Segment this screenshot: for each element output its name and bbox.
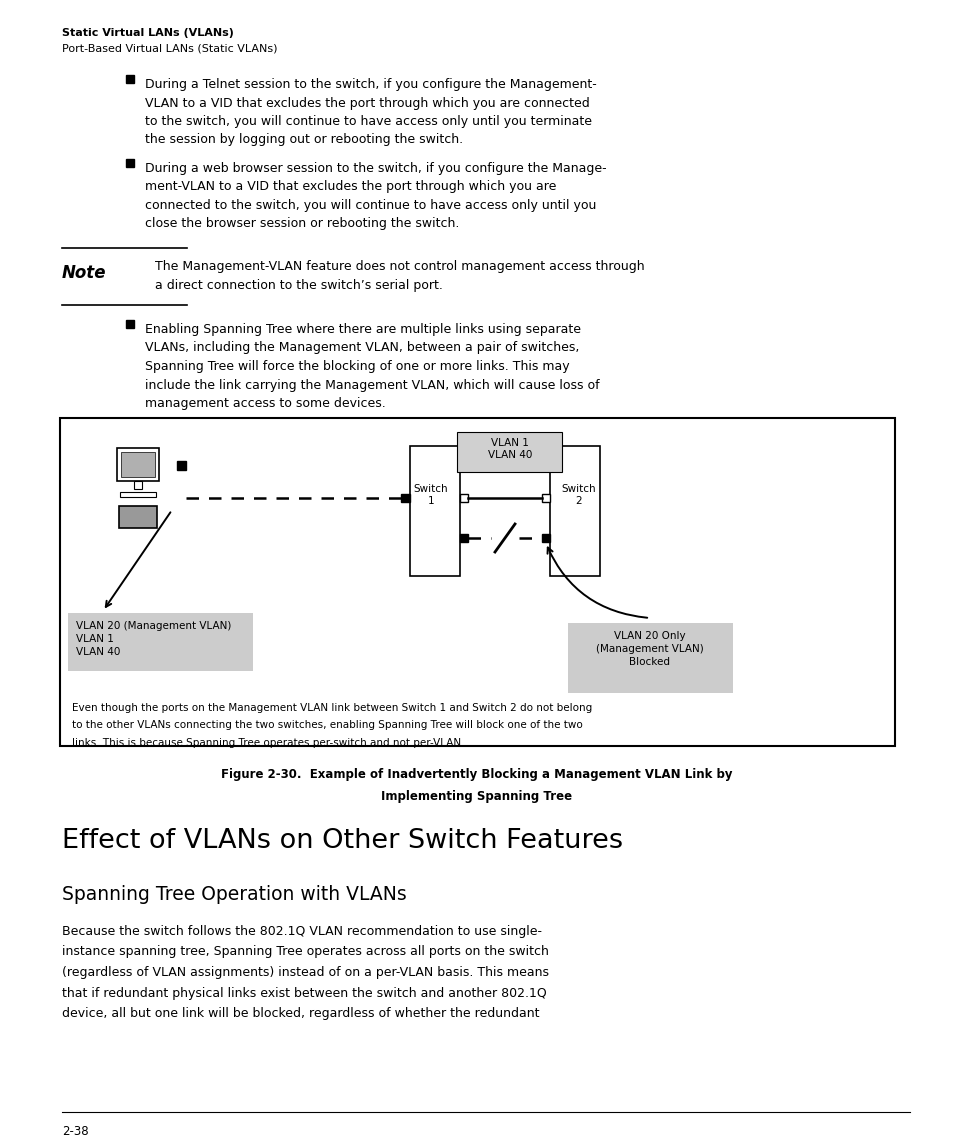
Text: instance spanning tree, Spanning Tree operates across all ports on the switch: instance spanning tree, Spanning Tree op… (62, 946, 548, 958)
Text: close the browser session or rebooting the switch.: close the browser session or rebooting t… (145, 218, 459, 230)
Text: (regardless of VLAN assignments) instead of on a per-VLAN basis. This means: (regardless of VLAN assignments) instead… (62, 966, 548, 979)
Text: VLAN 1
VLAN 40: VLAN 1 VLAN 40 (487, 439, 532, 460)
Bar (117, 448, 159, 481)
Bar (541, 534, 550, 543)
Bar (177, 461, 186, 471)
Text: Port-Based Virtual LANs (Static VLANs): Port-Based Virtual LANs (Static VLANs) (62, 44, 277, 54)
Text: Note: Note (62, 264, 107, 282)
Text: to the switch, you will continue to have access only until you terminate: to the switch, you will continue to have… (145, 114, 592, 128)
Text: Effect of VLANs on Other Switch Features: Effect of VLANs on Other Switch Features (62, 828, 622, 854)
Bar (120, 492, 156, 497)
Text: Implementing Spanning Tree: Implementing Spanning Tree (381, 790, 572, 803)
Text: to the other VLANs connecting the two switches, enabling Spanning Tree will bloc: to the other VLANs connecting the two sw… (71, 720, 582, 731)
Text: ment-VLAN to a VID that excludes the port through which you are: ment-VLAN to a VID that excludes the por… (145, 181, 556, 194)
Text: connected to the switch, you will continue to have access only until you: connected to the switch, you will contin… (145, 199, 596, 212)
Text: links. This is because Spanning Tree operates per-switch and not per-VLAN.: links. This is because Spanning Tree ope… (71, 739, 464, 748)
Bar (126, 76, 133, 82)
Text: that if redundant physical links exist between the switch and another 802.1Q: that if redundant physical links exist b… (62, 987, 546, 1000)
Text: include the link carrying the Management VLAN, which will cause loss of: include the link carrying the Management… (145, 379, 599, 392)
Text: Even though the ports on the Management VLAN link between Switch 1 and Switch 2 : Even though the ports on the Management … (71, 703, 592, 713)
Text: Because the switch follows the 802.1Q VLAN recommendation to use single-: Because the switch follows the 802.1Q VL… (62, 925, 541, 938)
Bar (459, 493, 468, 503)
Text: VLAN 20 (Management VLAN)
VLAN 1
VLAN 40: VLAN 20 (Management VLAN) VLAN 1 VLAN 40 (76, 621, 232, 657)
Text: The Management-VLAN feature does not control management access through: The Management-VLAN feature does not con… (154, 260, 644, 273)
Bar (457, 432, 562, 472)
Text: management access to some devices.: management access to some devices. (145, 397, 385, 410)
Text: During a web browser session to the switch, if you configure the Manage-: During a web browser session to the swit… (145, 161, 606, 175)
Text: During a Telnet session to the switch, if you configure the Management-: During a Telnet session to the switch, i… (145, 78, 597, 90)
Bar (68, 613, 253, 671)
Bar (567, 623, 732, 693)
Text: Switch
1: Switch 1 (414, 484, 448, 506)
Text: Switch
2: Switch 2 (561, 484, 596, 506)
Text: Figure 2-30.  Example of Inadvertently Blocking a Management VLAN Link by: Figure 2-30. Example of Inadvertently Bl… (221, 768, 732, 781)
Text: 2-38: 2-38 (62, 1126, 89, 1138)
Bar (410, 447, 459, 576)
Text: device, all but one link will be blocked, regardless of whether the redundant: device, all but one link will be blocked… (62, 1006, 539, 1020)
Text: Spanning Tree Operation with VLANs: Spanning Tree Operation with VLANs (62, 885, 406, 905)
Text: the session by logging out or rebooting the switch.: the session by logging out or rebooting … (145, 134, 462, 147)
Bar (550, 447, 599, 576)
Bar (459, 534, 468, 543)
Text: a direct connection to the switch’s serial port.: a direct connection to the switch’s seri… (154, 278, 442, 292)
Bar (401, 493, 410, 503)
Text: Static Virtual LANs (VLANs): Static Virtual LANs (VLANs) (62, 27, 233, 38)
Text: Spanning Tree will force the blocking of one or more links. This may: Spanning Tree will force the blocking of… (145, 360, 569, 373)
Bar (133, 481, 142, 489)
Bar (126, 321, 133, 327)
Bar (541, 493, 550, 503)
Text: VLAN to a VID that excludes the port through which you are connected: VLAN to a VID that excludes the port thr… (145, 96, 589, 110)
Text: VLANs, including the Management VLAN, between a pair of switches,: VLANs, including the Management VLAN, be… (145, 341, 578, 355)
Bar (60, 418, 894, 747)
Bar (119, 506, 157, 528)
Bar (126, 159, 133, 167)
Text: VLAN 20 Only
(Management VLAN)
Blocked: VLAN 20 Only (Management VLAN) Blocked (596, 631, 703, 668)
Bar (121, 452, 154, 477)
Text: Enabling Spanning Tree where there are multiple links using separate: Enabling Spanning Tree where there are m… (145, 323, 580, 335)
